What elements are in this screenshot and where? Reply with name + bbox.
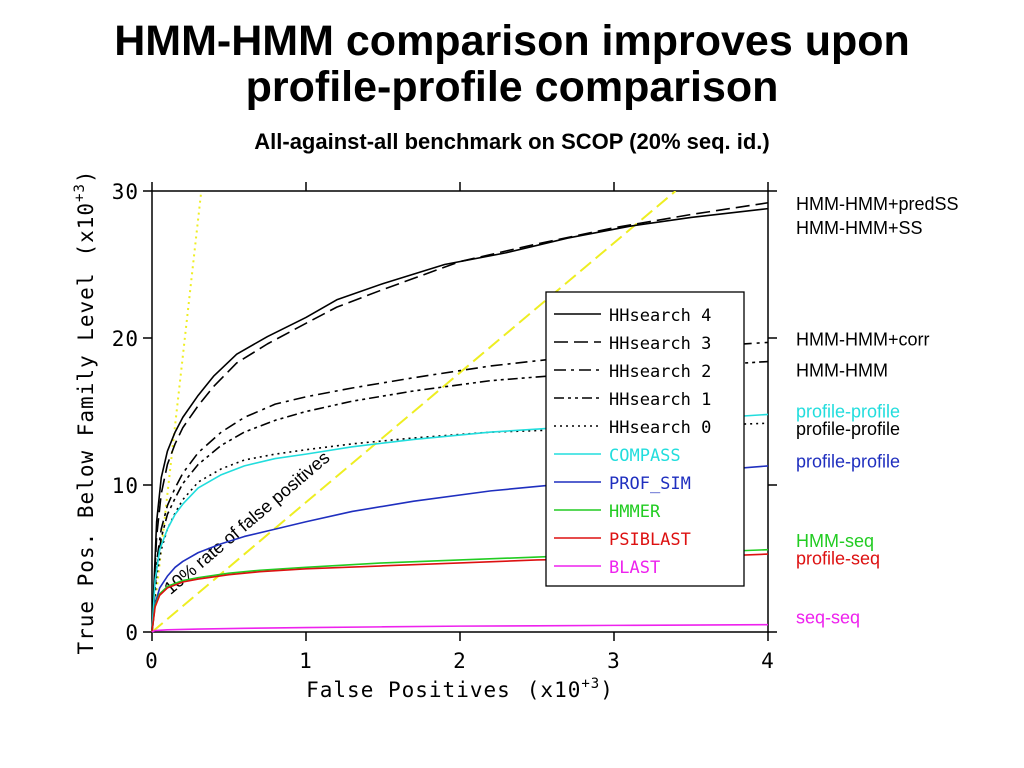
right-label: HMM-HMM+predSS bbox=[796, 194, 959, 214]
reference-line bbox=[152, 191, 677, 632]
x-axis-exp: (x10 bbox=[527, 678, 582, 702]
x-tick-label: 4 bbox=[761, 649, 775, 673]
x-tick-label: 2 bbox=[453, 649, 467, 673]
legend-entry: BLAST bbox=[609, 558, 660, 578]
y-tick-label: 20 bbox=[112, 327, 139, 351]
legend-entry: HHsearch 2 bbox=[609, 362, 711, 382]
right-label: profile-seq bbox=[796, 549, 880, 569]
right-label: HMM-HMM+corr bbox=[796, 329, 929, 349]
legend-entry: COMPASS bbox=[609, 446, 681, 466]
right-label: profile-profile bbox=[796, 419, 900, 439]
chart-subtitle: All-against-all benchmark on SCOP (20% s… bbox=[254, 129, 770, 154]
series-line bbox=[151, 623, 769, 633]
right-label: HMM-seq bbox=[796, 531, 874, 551]
title-line-1: HMM-HMM comparison improves upon bbox=[114, 17, 910, 65]
right-label: HMM-HMM bbox=[796, 360, 888, 380]
series-line bbox=[151, 465, 769, 633]
y-tick-label: 0 bbox=[125, 621, 139, 645]
legend-entry: HHsearch 0 bbox=[609, 418, 711, 438]
x-axis-label-text: False Positives bbox=[306, 678, 511, 702]
series-line bbox=[151, 201, 769, 633]
y-axis-exp-sup: +3 bbox=[72, 183, 88, 202]
y-tick-label: 30 bbox=[112, 180, 139, 204]
x-axis-label: False Positives (x10+3) bbox=[306, 676, 614, 702]
right-label: seq-seq bbox=[796, 607, 860, 627]
x-axis-exp-sup: +3 bbox=[581, 676, 600, 692]
y-tick-label: 10 bbox=[112, 474, 139, 498]
y-axis-label-text: True Pos. Below Family Level bbox=[74, 273, 98, 655]
legend-entry: HMMER bbox=[609, 502, 661, 522]
series-line bbox=[151, 341, 769, 633]
right-label: HMM-HMM+SS bbox=[796, 218, 923, 238]
legend: HHsearch 4 HHsearch 3 HHsearch 2 HHsearch 1… bbox=[545, 291, 745, 587]
legend-box bbox=[545, 291, 745, 587]
y-axis-exp: (x10 bbox=[74, 202, 98, 257]
legend-entry: HHsearch 4 bbox=[609, 306, 711, 326]
title-line-2: profile-profile comparison bbox=[245, 63, 779, 111]
right-label: profile-profile bbox=[796, 402, 900, 422]
y-axis-exp-close: ) bbox=[74, 169, 98, 183]
right-labels: HMM-HMM+predSS HMM-HMM+SS HMM-HMM+corr HMM-… bbox=[796, 194, 959, 627]
reference-line bbox=[152, 191, 203, 632]
x-tick-label: 0 bbox=[145, 649, 159, 673]
legend-entry: PSIBLAST bbox=[609, 530, 691, 550]
x-tick-label: 3 bbox=[607, 649, 621, 673]
axes: 0 1 2 3 4 0 10 20 30 bbox=[112, 180, 777, 673]
x-tick-label: 1 bbox=[299, 649, 313, 673]
page-title: HMM-HMM comparison improves upon profile… bbox=[0, 18, 1024, 110]
legend-entry: HHsearch 3 bbox=[609, 334, 711, 354]
series-line bbox=[151, 413, 769, 633]
legend-entry: PROF_SIM bbox=[609, 474, 691, 494]
right-label: profile-profile bbox=[796, 451, 900, 471]
y-axis-label: True Pos. Below Family Level (x10+3) bbox=[72, 169, 98, 654]
x-axis-exp-close: ) bbox=[600, 678, 614, 702]
legend-entry: HHsearch 1 bbox=[609, 390, 711, 410]
